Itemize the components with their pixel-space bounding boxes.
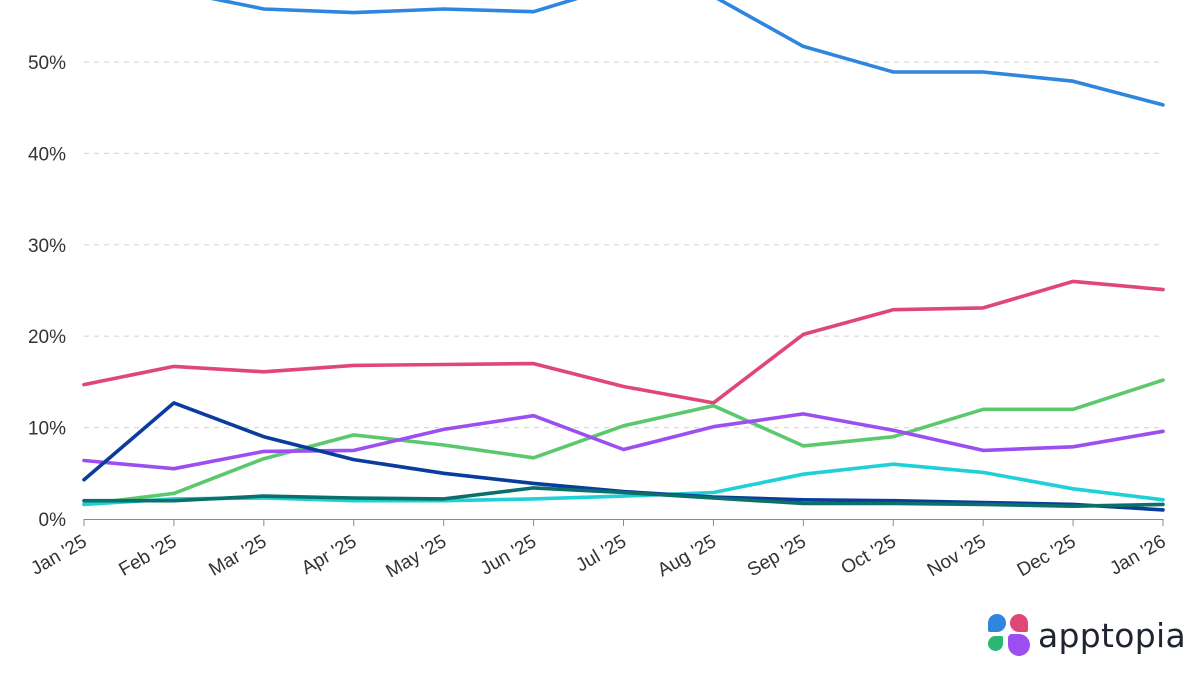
x-tick-label: Jun '25 [477, 531, 540, 580]
y-tick-label: 30% [28, 236, 66, 257]
x-tick-label: Jul '25 [572, 531, 630, 576]
logo-petal-pink [1010, 614, 1028, 632]
grid [84, 61, 1163, 429]
series-line-2 [82, 279, 1165, 405]
x-tick-label: Nov '25 [924, 531, 990, 581]
x-tick-label: Feb '25 [116, 531, 181, 581]
x-tick-label: Aug '25 [654, 531, 720, 581]
x-tick-label: Apr '25 [298, 531, 360, 579]
x-tick-label: Oct '25 [838, 531, 900, 579]
x-tick-label: Jan '26 [1106, 531, 1169, 580]
series-line-1 [210, 0, 1165, 107]
logo-petal-blue [988, 614, 1006, 632]
apptopia-logo: apptopia [986, 612, 1191, 658]
logo-petal-purple [1008, 634, 1030, 656]
y-tick-label: 40% [28, 144, 66, 165]
apptopia-logo-icon [986, 612, 1032, 658]
series-line-7 [82, 486, 1165, 509]
x-tick-label: Mar '25 [205, 531, 270, 581]
series-line-5 [82, 462, 1165, 507]
series-line-4 [82, 412, 1165, 471]
y-tick-label: 20% [28, 327, 66, 348]
series [82, 0, 1165, 512]
x-tick-label: Jan '25 [27, 531, 90, 580]
x-axis: Jan '25 Feb '25 Mar '25 Apr '25 May '25 Jun '… [27, 519, 1170, 582]
y-tick-label: 0% [39, 510, 67, 531]
line-chart: 0% 10% 20% 30% 40% 50% Jan '25 Feb '25 Mar '25 A… [27, 0, 1170, 582]
y-axis: 0% 10% 20% 30% 40% 50% [28, 53, 66, 531]
y-tick-label: 50% [28, 53, 66, 74]
x-tick-label: Sep '25 [744, 531, 810, 581]
y-tick-label: 10% [28, 419, 66, 440]
x-tick-label: May '25 [383, 531, 451, 582]
series-line-3 [82, 378, 1165, 507]
logo-petal-green [988, 636, 1003, 651]
logo-text: apptopia [1038, 615, 1186, 655]
x-tick-label: Dec '25 [1014, 531, 1080, 581]
